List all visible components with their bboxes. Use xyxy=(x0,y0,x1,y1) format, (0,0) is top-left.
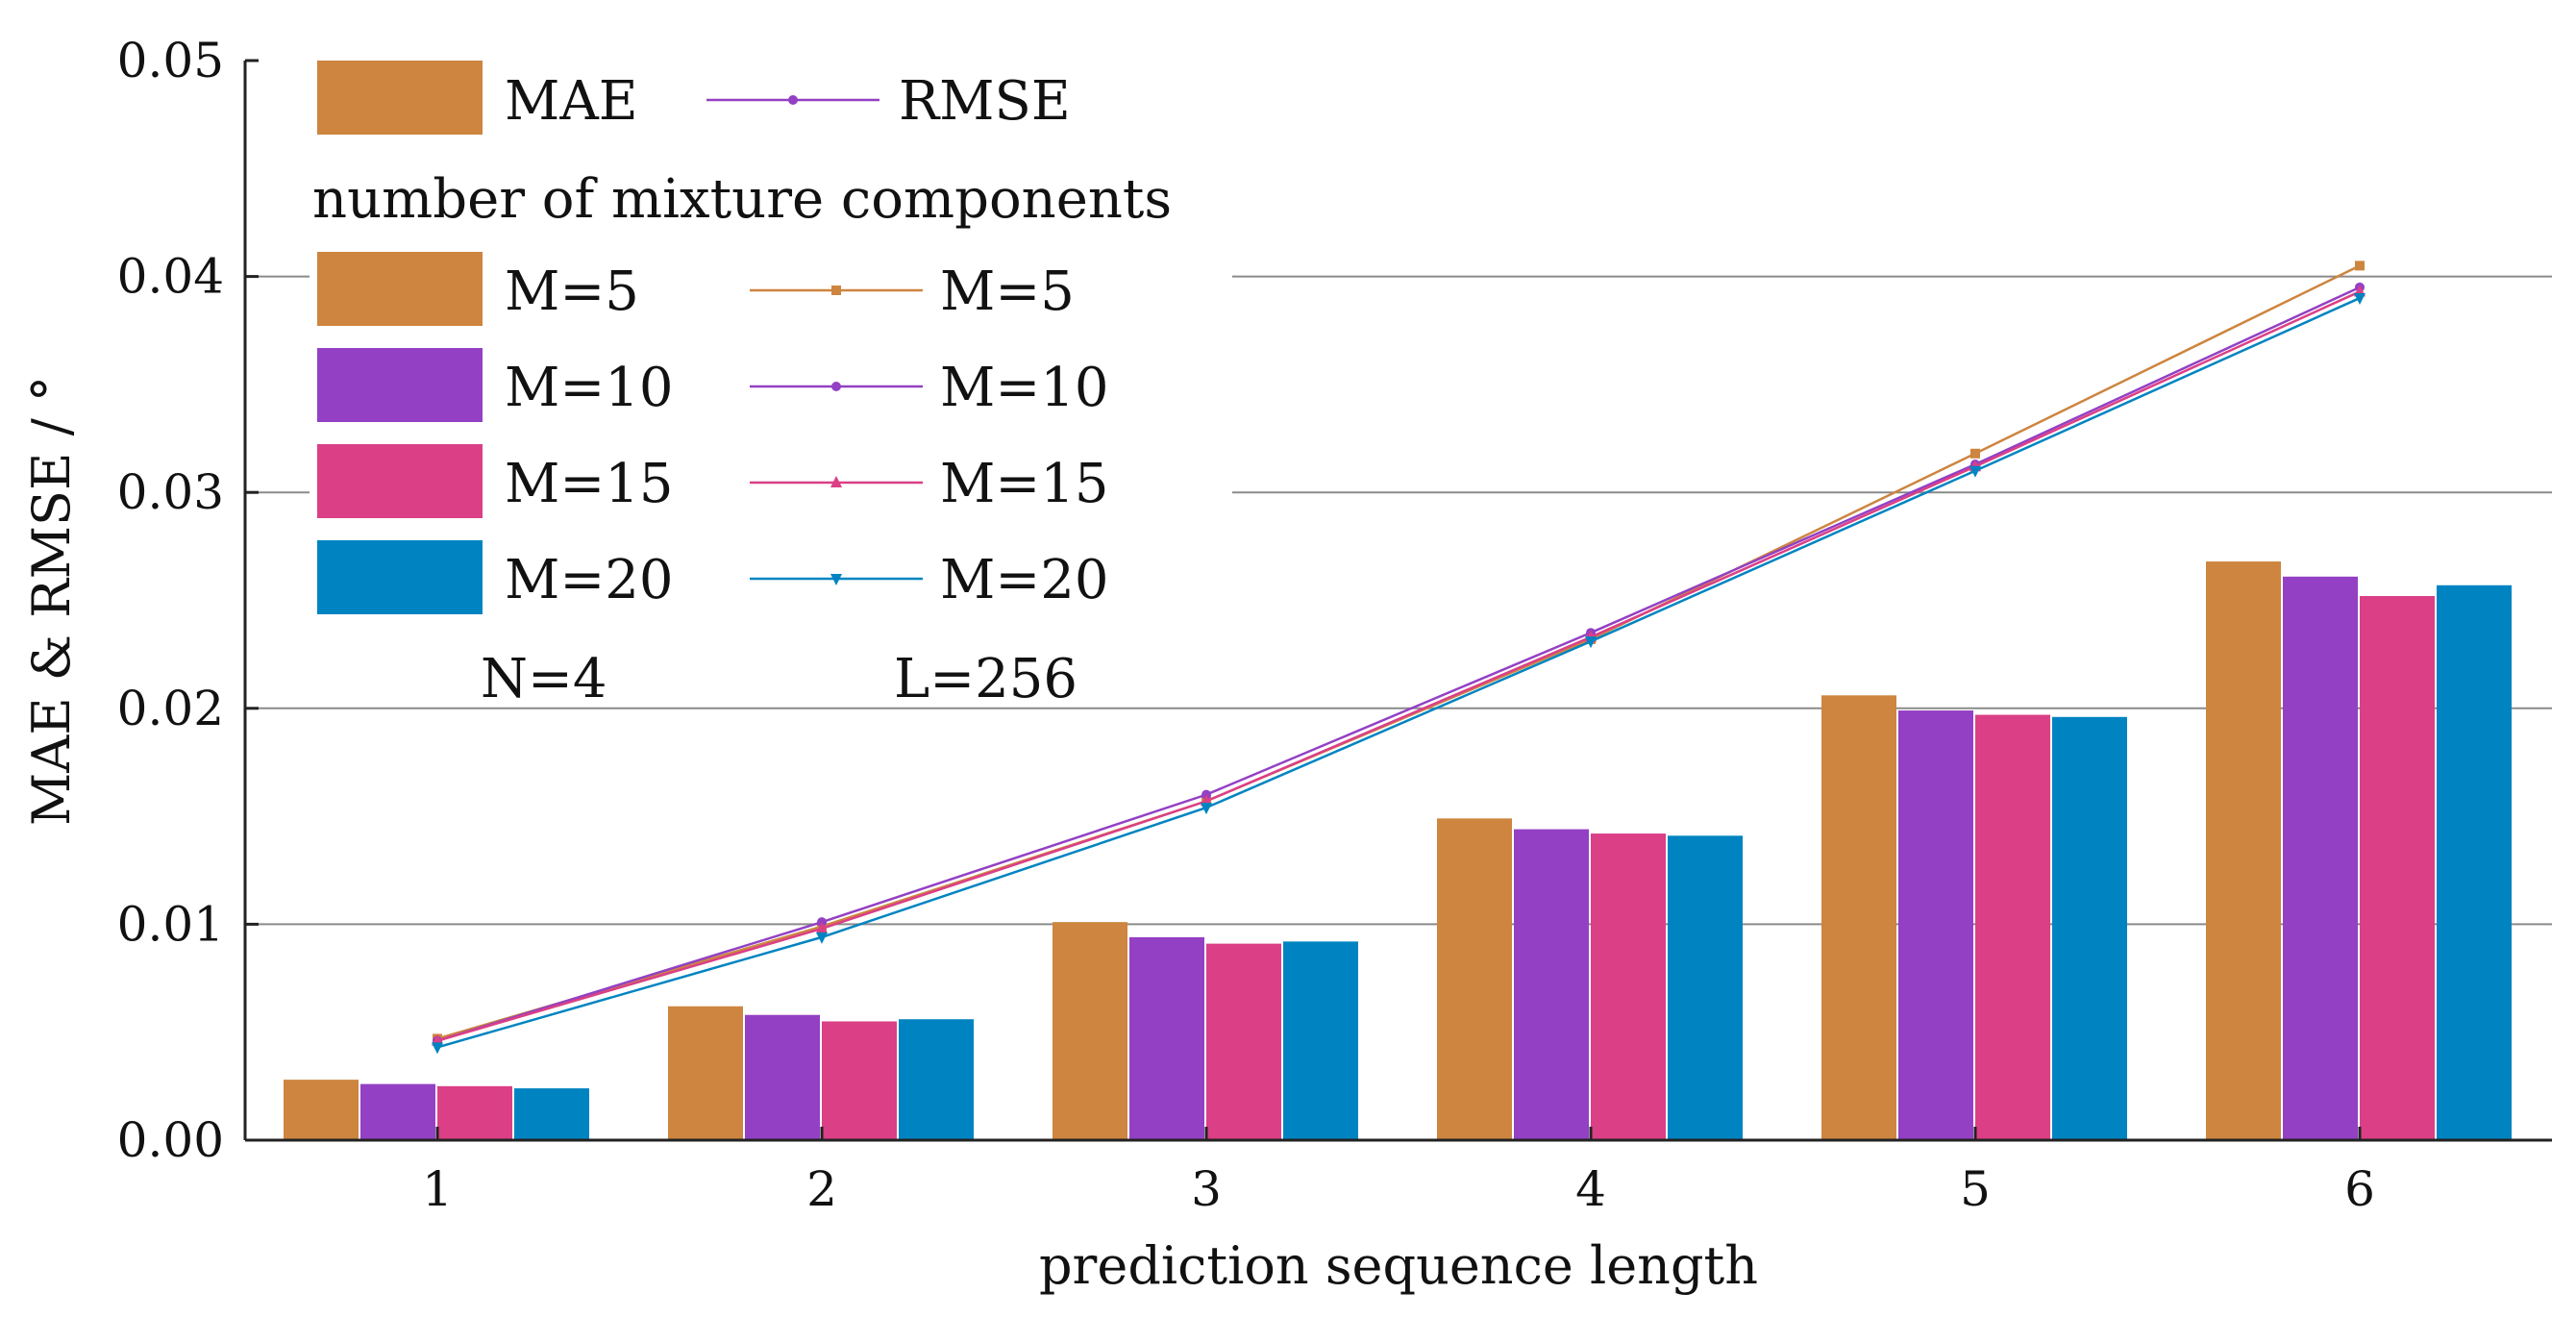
bar xyxy=(1591,833,1666,1140)
legend-mae-label: MAE xyxy=(505,70,638,133)
y-tick-label: 0.03 xyxy=(117,464,224,520)
legend-bar-swatch xyxy=(317,444,483,518)
legend-rows: M=5 M=5 M=10 M=10 M=15 M=15 M=20 M=20 xyxy=(310,240,1232,634)
bar xyxy=(1437,818,1512,1140)
bar xyxy=(899,1019,974,1140)
y-ticks: 0.00 0.01 0.02 0.03 0.04 0.05 xyxy=(117,33,259,1168)
bar xyxy=(668,1006,743,1140)
x-tick-label: 3 xyxy=(1191,1161,1222,1217)
rmse-line xyxy=(436,296,2361,1049)
axes xyxy=(243,61,2552,1142)
legend-line-label: M=15 xyxy=(940,453,1109,515)
legend-line-marker xyxy=(831,382,841,391)
x-axis-title: prediction sequence length xyxy=(1039,1235,1758,1296)
legend-bar-swatch xyxy=(317,252,483,326)
legend-note-n: N=4 xyxy=(481,648,607,710)
legend-bar-label: M=10 xyxy=(505,357,674,419)
y-tick-label: 0.05 xyxy=(117,33,224,88)
bar xyxy=(1975,714,2050,1140)
legend-rmse-marker xyxy=(788,95,798,105)
rmse-point xyxy=(2355,261,2365,271)
legend-line-marker xyxy=(830,476,842,487)
legend-bar-label: M=15 xyxy=(505,453,674,515)
rmse-point xyxy=(816,932,828,944)
bar xyxy=(2360,596,2435,1140)
y-tick-label: 0.02 xyxy=(117,681,224,736)
bar xyxy=(745,1014,820,1140)
rmse-point xyxy=(1970,448,1980,459)
line-series xyxy=(432,261,2365,1055)
legend-mae-swatch xyxy=(317,61,483,135)
bar xyxy=(2206,561,2281,1140)
bar xyxy=(284,1080,359,1140)
legend-line-marker xyxy=(831,286,841,295)
rmse-line xyxy=(436,286,2361,1042)
bar xyxy=(1053,922,1127,1140)
bar xyxy=(1898,710,1973,1140)
bar-series xyxy=(284,561,2512,1140)
legend-note-l: L=256 xyxy=(894,648,1077,710)
x-ticks: 1 2 3 4 5 6 xyxy=(422,1127,2375,1217)
bar xyxy=(2437,584,2512,1140)
y-tick-label: 0.00 xyxy=(117,1112,224,1168)
legend-line-marker xyxy=(830,574,842,585)
legend-heading: number of mixture components xyxy=(312,168,1172,231)
rmse-line xyxy=(436,290,2361,1042)
bar xyxy=(1514,829,1589,1140)
bar xyxy=(1129,936,1204,1140)
legend: MAE RMSE number of mixture components M=… xyxy=(310,61,1232,710)
bar xyxy=(514,1088,589,1140)
bar xyxy=(1283,941,1358,1140)
bar xyxy=(360,1083,435,1140)
bar xyxy=(822,1021,897,1140)
x-tick-label: 1 xyxy=(422,1161,453,1217)
bar xyxy=(1206,943,1281,1140)
legend-rmse-label: RMSE xyxy=(899,70,1071,133)
y-tick-label: 0.01 xyxy=(117,896,224,952)
legend-line-label: M=10 xyxy=(940,357,1109,419)
rmse-point xyxy=(1201,803,1212,815)
rmse-point xyxy=(1585,636,1597,649)
legend-bar-swatch xyxy=(317,540,483,614)
rmse-point xyxy=(432,1042,443,1055)
y-axis-title: MAE & RMSE / ° xyxy=(21,376,82,826)
legend-line-label: M=20 xyxy=(940,549,1109,611)
y-tick-label: 0.04 xyxy=(117,249,224,305)
legend-bar-label: M=20 xyxy=(505,549,674,611)
legend-line-label: M=5 xyxy=(940,261,1075,323)
legend-bar-label: M=5 xyxy=(505,261,639,323)
bar xyxy=(437,1085,512,1140)
x-tick-label: 4 xyxy=(1575,1161,1606,1217)
bar xyxy=(1668,835,1743,1140)
legend-bar-swatch xyxy=(317,348,483,422)
x-tick-label: 6 xyxy=(2344,1161,2375,1217)
rmse-point xyxy=(1969,465,1981,478)
x-tick-label: 5 xyxy=(1960,1161,1991,1217)
bar xyxy=(2283,576,2358,1140)
bar xyxy=(2052,716,2127,1140)
rmse-point xyxy=(2354,293,2365,306)
bar xyxy=(1821,695,1896,1140)
x-tick-label: 2 xyxy=(806,1161,837,1217)
rmse-point xyxy=(816,921,828,933)
